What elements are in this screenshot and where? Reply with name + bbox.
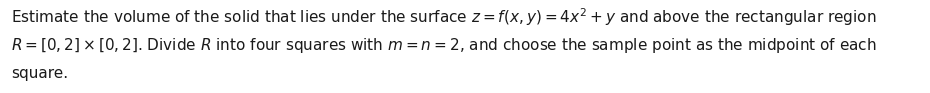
Text: $R = [0, 2] \times [0, 2]$. Divide $R$ into four squares with $m = n = 2$, and c: $R = [0, 2] \times [0, 2]$. Divide $R$ i… <box>11 36 877 55</box>
Text: square.: square. <box>11 66 68 81</box>
Text: Estimate the volume of the solid that lies under the surface $z = f(x, y) = 4x^2: Estimate the volume of the solid that li… <box>11 7 877 28</box>
